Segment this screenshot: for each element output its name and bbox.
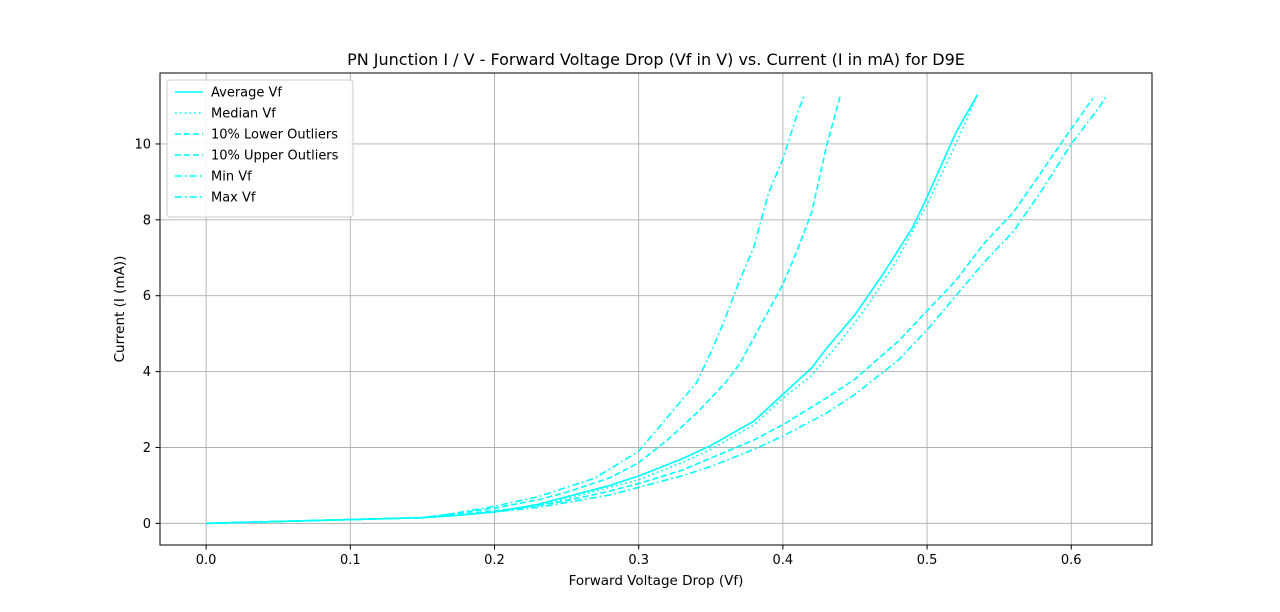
x-tick-label: 0.4 [773,553,794,568]
y-tick-label: 6 [143,289,151,304]
legend-label: 10% Upper Outliers [211,149,339,164]
x-tick-label: 0.5 [917,553,938,568]
ticks: 0.0 0.1 0.2 0.3 0.4 0.5 0.6 0 2 4 6 8 10 [134,137,1081,568]
legend-label: 10% Lower Outliers [211,128,338,143]
grid [160,73,1152,545]
legend-label: Min Vf [211,170,252,185]
y-tick-label: 0 [143,517,151,532]
legend-label: Average Vf [211,86,282,101]
chart-title: PN Junction I / V - Forward Voltage Drop… [347,50,965,69]
legend-label: Max Vf [211,191,256,206]
x-tick-label: 0.3 [628,553,649,568]
x-axis-title: Forward Voltage Drop (Vf) [569,573,744,589]
series-group [206,94,1108,525]
plot-frame [159,72,1153,546]
x-tick-label: 0.0 [196,553,217,568]
y-tick-label: 8 [143,213,151,228]
x-tick-label: 0.1 [340,553,361,568]
legend-box [166,79,354,218]
legend: Average Vf Median Vf 10% Lower Outliers 10%… [166,79,354,218]
legend-label: Median Vf [211,107,276,122]
x-tick-label: 0.2 [484,553,505,568]
y-tick-label: 2 [143,441,151,456]
y-axis-title: Current (I (mA)) [112,256,128,363]
y-tick-label: 10 [134,137,151,152]
y-tick-label: 4 [143,365,151,380]
x-tick-label: 0.6 [1061,553,1082,568]
series-line-6 [206,94,806,525]
